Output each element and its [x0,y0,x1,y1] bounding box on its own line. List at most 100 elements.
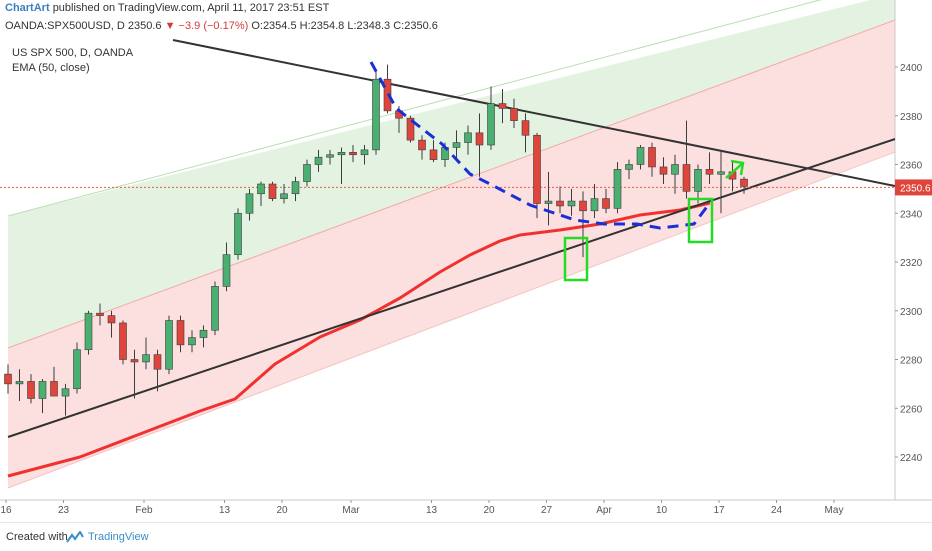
candle-body [360,149,369,156]
candle-body [556,200,564,207]
candle-body [73,349,81,390]
candle-body [268,183,277,199]
candle-body [533,134,541,204]
candle-body [61,388,70,397]
candle-body [429,149,438,160]
candle-body [153,354,162,370]
last-price: 2350.6 [127,20,162,32]
x-tick-label: 20 [276,505,288,516]
candle-body [636,147,645,165]
candle-body [165,320,173,370]
candle-body [199,329,208,338]
candle-body [326,154,334,158]
candle-body [15,381,24,385]
highlight-box-2 [687,197,714,244]
candle-body [142,354,150,363]
x-tick-label: Apr [596,505,612,516]
x-tick-label: 20 [483,505,495,516]
y-tick-label: 2320 [900,258,923,269]
candle-body [521,120,530,136]
y-tick-label: 2260 [900,404,923,415]
legend-symbol[interactable]: US SPX 500, D, OANDA [12,47,134,59]
descending-trendline [172,39,896,187]
publish-header: ChartArt published on TradingView.com, A… [5,2,329,14]
last-price-badge-text: 2350.6 [900,183,931,194]
price-scale-panel [895,0,932,522]
x-tick-label: May [825,505,844,516]
candle-body [257,183,265,195]
tradingview-brand[interactable]: TradingView [88,531,149,543]
candle-body [694,169,702,192]
candle-body [418,139,426,151]
created-with-text: Created with [6,531,68,543]
x-tick-label: Feb [135,505,153,516]
candle-body [119,322,127,360]
lower-channel-fill [8,20,895,488]
candle-body [659,166,668,175]
x-tick-label: 10 [656,505,668,516]
candle-body [464,132,472,143]
candle-body [682,164,691,192]
y-tick-label: 2360 [900,161,923,172]
candle-body [475,132,484,146]
candle-body [107,315,116,324]
arrow-head [730,159,745,176]
y-tick-label: 2340 [900,209,923,220]
x-tick-label: Mar [342,505,360,516]
candle-body [234,212,242,255]
candle-body [705,169,714,175]
channel-bottom-line [7,151,896,489]
candle-body [245,193,254,214]
candle-body [487,103,495,146]
candle-body [222,254,231,287]
candle-body [452,142,461,148]
chart-canvas[interactable]: 2240 2260 2280 2300 2320 2340 2360 2380 2400 16 23… [0,0,932,522]
candle-body [717,171,725,175]
candle-body [579,200,587,212]
candle-body [740,178,748,187]
symbol-text: OANDA:SPX500USD, D [5,20,125,32]
x-tick-label: 13 [426,505,438,516]
x-tick-label: 27 [541,505,553,516]
candle-body [96,312,104,316]
y-tick-label: 2300 [900,307,923,318]
y-tick-label: 2400 [900,63,923,74]
candle-body [406,117,415,141]
candle-body [372,78,380,151]
candle-body [27,381,35,399]
last-price-badge [895,179,932,196]
dashed-support-drawing [369,61,714,230]
brand-link[interactable]: ChartArt [5,2,50,14]
candle-body [211,286,219,331]
candle-body [337,152,346,156]
candle-body [291,181,300,195]
candle-body [303,164,311,182]
arrow-shaft [725,162,744,179]
candle-body [510,108,518,121]
ascending-trendline [7,138,896,438]
candle-body [602,198,610,209]
highlight-box-1 [563,236,589,282]
published-info: published on TradingView.com, April 11, … [52,2,330,14]
channel-top-line [7,0,822,217]
candle-body [671,164,679,175]
legend-indicator[interactable]: EMA (50, close) [12,62,90,74]
candle-body [38,381,47,399]
y-tick-label: 2240 [900,453,923,464]
candle-body [280,193,288,199]
candle-body [176,320,185,346]
candle-body [50,381,58,397]
candle-body [625,164,633,170]
footer-bar: Created with TradingView [0,522,932,551]
candle-body [314,156,323,165]
candle-body [188,337,196,346]
y-tick-label: 2380 [900,112,923,123]
candle-body [4,373,12,385]
ohlc-values: O:2354.5 H:2354.8 L:2348.3 C:2350.6 [251,20,438,32]
x-tick-label: 17 [713,505,725,516]
x-tick-label: 16 [0,505,12,516]
x-tick-label: 13 [219,505,231,516]
candle-body [590,198,599,212]
y-tick-label: 2280 [900,356,923,367]
quote-line: OANDA:SPX500USD, D 2350.6 ▼ −3.9 (−0.17%… [5,20,438,32]
